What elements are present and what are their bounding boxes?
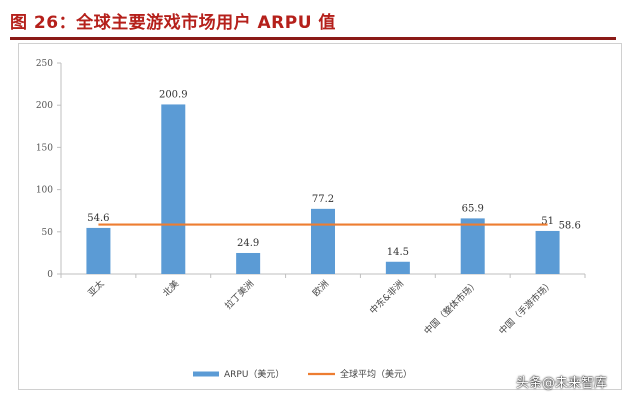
- bar: [236, 252, 261, 274]
- legend-label-arpu: ARPU（美元）: [224, 368, 284, 380]
- y-tick-label: 50: [42, 228, 54, 238]
- chart-legend: ARPU（美元） 全球平均（美元）: [193, 368, 412, 380]
- bar-value-label: 200.9: [159, 89, 188, 100]
- legend-label-average: 全球平均（美元）: [340, 368, 412, 380]
- average-line-series: 58.6: [98, 221, 581, 232]
- x-category-label: 亚太: [85, 278, 106, 299]
- x-category-label: 北美: [160, 278, 181, 299]
- x-category-label: 中东&非洲: [367, 278, 406, 317]
- bar-value-label: 77.2: [312, 194, 334, 205]
- bar: [311, 208, 335, 274]
- bar: [161, 104, 186, 274]
- bar-value-label: 54.6: [87, 213, 109, 224]
- bar: [86, 227, 111, 274]
- bar-series: 54.6 200.9 24.9 77.2 14.5 65.9 51: [86, 89, 560, 274]
- y-tick-label: 150: [36, 143, 53, 153]
- bar-value-label: 51: [541, 216, 554, 227]
- x-category-label: 欧洲: [310, 278, 331, 299]
- bar: [460, 218, 485, 274]
- legend-swatch-arpu: [193, 371, 219, 377]
- y-tick-label: 200: [36, 101, 53, 111]
- bar-value-label: 14.5: [387, 247, 409, 258]
- x-category-label: 拉丁美洲: [222, 278, 256, 312]
- x-category-label: 中国（整体市场）: [421, 278, 480, 337]
- y-tick-label: 250: [36, 59, 53, 69]
- y-tick-label: 100: [36, 186, 53, 196]
- x-category-label: 中国（手游市场）: [496, 278, 555, 337]
- figure-header: 图 26：全球主要游戏市场用户 ARPU 值: [10, 6, 620, 40]
- watermark: 头条@未来智库: [516, 376, 608, 391]
- bar-value-label: 65.9: [462, 203, 484, 214]
- y-tick-label: 0: [47, 270, 53, 280]
- bar-value-label: 24.9: [237, 238, 259, 249]
- figure-title: 图 26：全球主要游戏市场用户 ARPU 值: [10, 13, 336, 33]
- chart-axes: 0 50 100 150 200 250 亚太 北美 拉丁美洲 欧洲 中东&非洲 中国（整体市场） 中国…: [36, 59, 586, 337]
- bar: [385, 261, 410, 274]
- average-value-label: 58.6: [559, 221, 581, 232]
- title-rule: [10, 37, 616, 40]
- bar: [535, 230, 560, 274]
